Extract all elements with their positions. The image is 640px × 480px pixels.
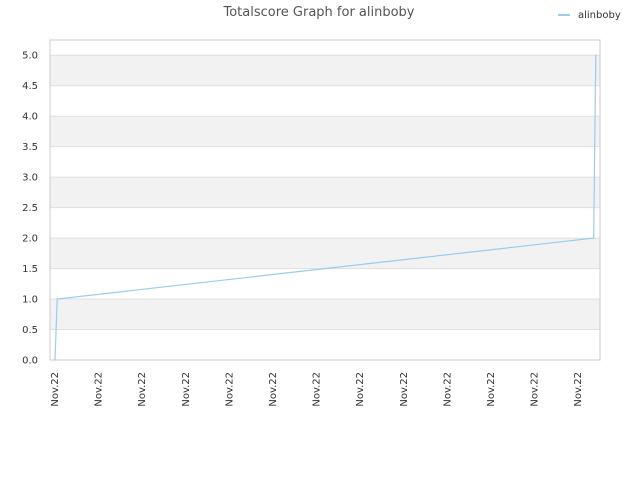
data-point: [56, 298, 58, 300]
x-tick-label: Nov.22: [399, 372, 410, 407]
plot-band: [50, 40, 600, 56]
plot-band: [50, 268, 600, 300]
y-tick-label: 1.0: [22, 295, 38, 306]
x-tick-label: Nov.22: [268, 372, 279, 407]
x-tick-label: Nov.22: [181, 372, 192, 407]
plot-band: [50, 85, 600, 117]
y-tick-label: 2.5: [22, 203, 38, 214]
x-tick-label: Nov.22: [573, 372, 584, 407]
data-point: [594, 146, 596, 148]
x-tick-label: Nov.22: [50, 372, 61, 407]
plot-bands: [50, 40, 600, 360]
x-tick-label: Nov.22: [530, 372, 541, 407]
y-tick-label: 5.0: [22, 51, 38, 62]
x-tick-label: Nov.22: [486, 372, 497, 407]
plot-band: [50, 329, 600, 360]
plot-band: [50, 238, 600, 269]
x-tick-label: Nov.22: [224, 372, 235, 407]
x-tick-label: Nov.22: [442, 372, 453, 407]
series-line-alinboby: [54, 55, 597, 361]
data-point: [593, 237, 595, 239]
legend: alinboby: [558, 10, 621, 21]
plot-band: [50, 177, 600, 208]
plot-frame: [49, 39, 601, 361]
plot-band: [50, 146, 600, 178]
data-point: [54, 359, 56, 361]
series-layer: [54, 54, 597, 361]
plot-band: [50, 207, 600, 239]
chart-title: Totalscore Graph for alinboby: [222, 5, 414, 20]
legend-label-alinboby: alinboby: [578, 10, 621, 21]
y-tick-label: 4.5: [22, 81, 38, 92]
y-tick-label: 3.0: [22, 173, 38, 184]
y-axis: 0.0 0.5 1.0 1.5 2.0 2.5 3.0 3.5 4.0 4.5 5.0: [22, 51, 38, 367]
y-tick-label: 0.0: [22, 356, 38, 367]
y-tick-label: 0.5: [22, 325, 38, 336]
data-point: [55, 328, 57, 331]
y-tick-label: 2.0: [22, 234, 38, 245]
x-tick-label: Nov.22: [94, 372, 105, 407]
plot-band: [50, 116, 600, 147]
y-tick-label: 3.5: [22, 142, 38, 153]
x-tick-label: Nov.22: [137, 372, 148, 407]
x-axis: Nov.22 Nov.22 Nov.22 Nov.22 Nov.22 Nov.22 Nov.…: [50, 372, 584, 407]
y-tick-label: 1.5: [22, 264, 38, 275]
data-point: [595, 54, 597, 56]
plot-band: [50, 299, 600, 330]
x-tick-label: Nov.22: [355, 372, 366, 407]
y-tick-label: 4.0: [22, 112, 38, 123]
plot-band: [50, 55, 600, 86]
x-tick-label: Nov.22: [312, 372, 323, 407]
